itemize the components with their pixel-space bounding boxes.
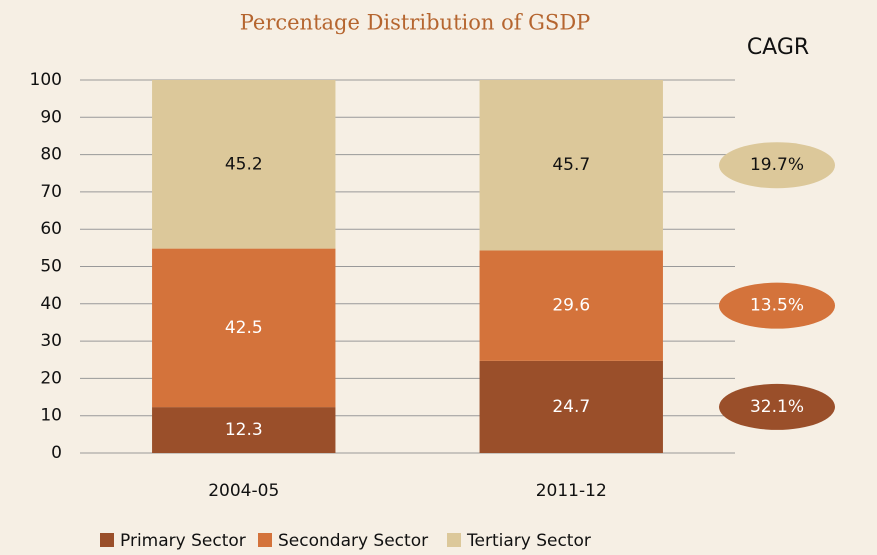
y-tick-label: 20 — [40, 368, 62, 388]
legend-label: Tertiary Sector — [466, 531, 591, 551]
y-tick-label: 30 — [40, 331, 62, 351]
y-tick-label: 50 — [40, 257, 62, 277]
y-tick-label: 10 — [40, 406, 62, 426]
chart-title: Percentage Distribution of GSDP — [240, 11, 591, 35]
cagr-label: 13.5% — [750, 296, 804, 316]
data-label: 45.7 — [552, 155, 590, 175]
x-tick-label: 2004-05 — [208, 481, 279, 501]
data-label: 29.6 — [552, 296, 590, 316]
data-label: 45.2 — [225, 154, 263, 174]
data-label: 12.3 — [225, 420, 263, 440]
y-tick-label: 100 — [30, 70, 62, 90]
y-tick-label: 0 — [51, 443, 62, 463]
bar-segment — [152, 407, 336, 453]
data-label: 24.7 — [552, 397, 590, 417]
bar-segment — [152, 248, 336, 408]
legend-swatch — [100, 533, 114, 547]
x-tick-label: 2011-12 — [536, 481, 607, 501]
bar-segment — [152, 80, 336, 249]
legend-swatch — [447, 533, 461, 547]
legend-label: Primary Sector — [120, 531, 246, 551]
cagr-badge — [719, 282, 835, 329]
bar-segment — [479, 250, 663, 361]
y-tick-label: 60 — [40, 219, 62, 239]
bar-segment — [479, 360, 663, 453]
legend-swatch — [258, 533, 272, 547]
cagr-label: 19.7% — [750, 155, 804, 175]
y-tick-label: 70 — [40, 182, 62, 202]
y-tick-label: 80 — [40, 145, 62, 165]
legend-label: Secondary Sector — [278, 531, 428, 551]
cagr-badge — [719, 142, 835, 189]
cagr-label: 32.1% — [750, 397, 804, 417]
bar-segment — [479, 80, 663, 251]
y-tick-label: 40 — [40, 294, 62, 314]
cagr-title: CAGR — [747, 35, 809, 60]
cagr-badge — [719, 383, 835, 430]
data-label: 42.5 — [225, 318, 263, 338]
y-tick-label: 90 — [40, 107, 62, 127]
